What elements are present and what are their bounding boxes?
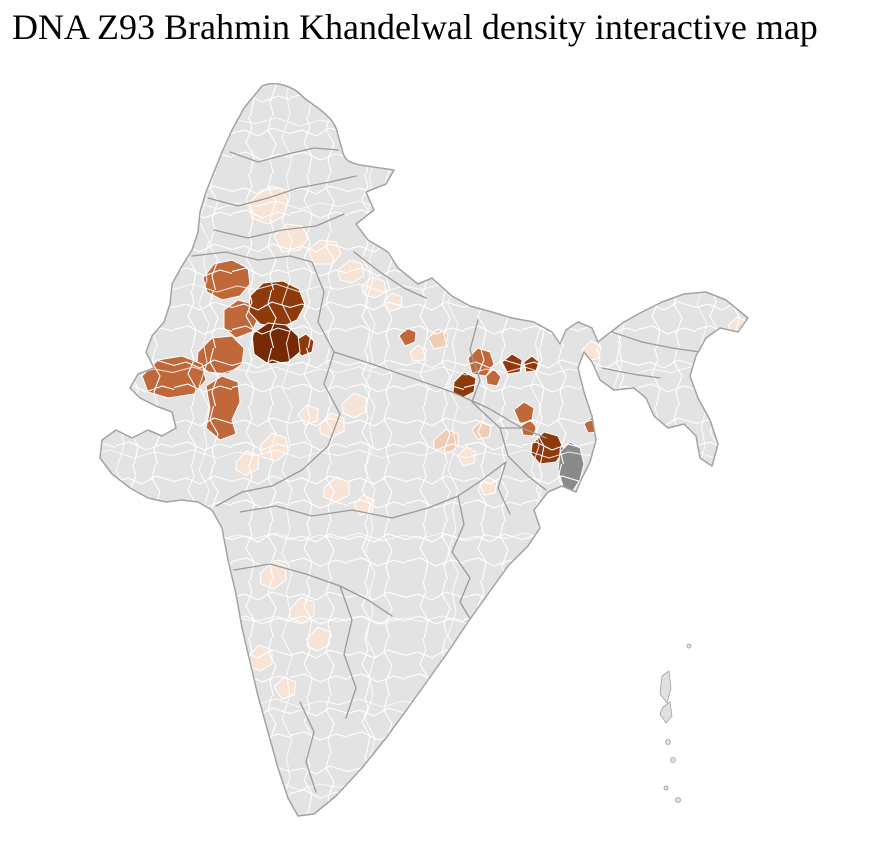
island[interactable] (659, 701, 673, 724)
island[interactable] (670, 757, 676, 763)
page-title: DNA Z93 Brahmin Khandelwal density inter… (12, 7, 818, 47)
district-boundary-mesh (100, 83, 748, 816)
island[interactable] (665, 739, 671, 745)
andaman-islands (659, 643, 692, 803)
island[interactable] (675, 797, 681, 803)
coastline (99, 82, 749, 817)
island[interactable] (686, 643, 692, 649)
state-borders (191, 147, 725, 793)
island[interactable] (659, 670, 672, 704)
island[interactable] (663, 785, 669, 791)
